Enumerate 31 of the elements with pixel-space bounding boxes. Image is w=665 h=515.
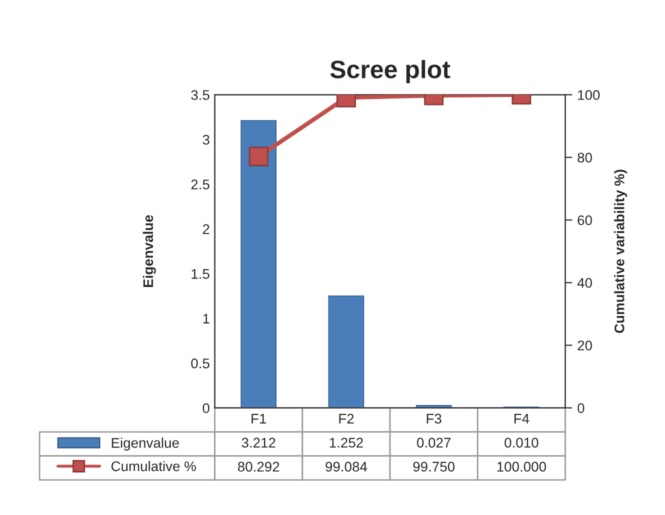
data-label: 99.084 [326, 462, 368, 472]
y2-tick-label: 60 [578, 215, 592, 226]
y-tick-label: 3 [202, 134, 210, 145]
chart-title: Scree plot [330, 60, 450, 84]
y-tick-label: 0 [202, 403, 210, 414]
y2-tick-label: 40 [577, 278, 592, 288]
data-label: 80.292 [238, 462, 280, 472]
data-label: 3.212 [242, 438, 276, 448]
x-tick-label: F1 [252, 414, 266, 424]
y-tick-label: 0.5 [191, 358, 210, 368]
y-tick-label: 1.5 [192, 269, 210, 279]
y-tick-label: 2.5 [191, 180, 210, 190]
data-label: 99.750 [413, 462, 455, 472]
y2-tick-label: 80 [578, 152, 592, 163]
data-label: 100.000 [497, 462, 546, 472]
x-tick-label: F2 [339, 414, 354, 424]
x-tick-label: F4 [514, 414, 530, 424]
data-label: 1.252 [330, 438, 363, 448]
y-tick-label: 2 [202, 224, 210, 234]
legend-label: Eigenvalue [112, 438, 179, 451]
data-label: 0.010 [504, 438, 538, 448]
legend-label: Cumulative % [111, 460, 196, 472]
y-axis-title: Eigenvalue [142, 215, 156, 288]
data-label: 0.027 [416, 438, 451, 448]
y2-axis-title: Cumulative variability %) [614, 170, 628, 333]
y-tick-label: 3.5 [191, 90, 210, 100]
y2-tick-label: 20 [578, 340, 592, 350]
y2-tick-label: 100 [578, 90, 600, 100]
x-tick-label: F3 [426, 414, 442, 424]
y-tick-label: 1 [203, 314, 210, 324]
y2-tick-label: 0 [578, 403, 584, 414]
